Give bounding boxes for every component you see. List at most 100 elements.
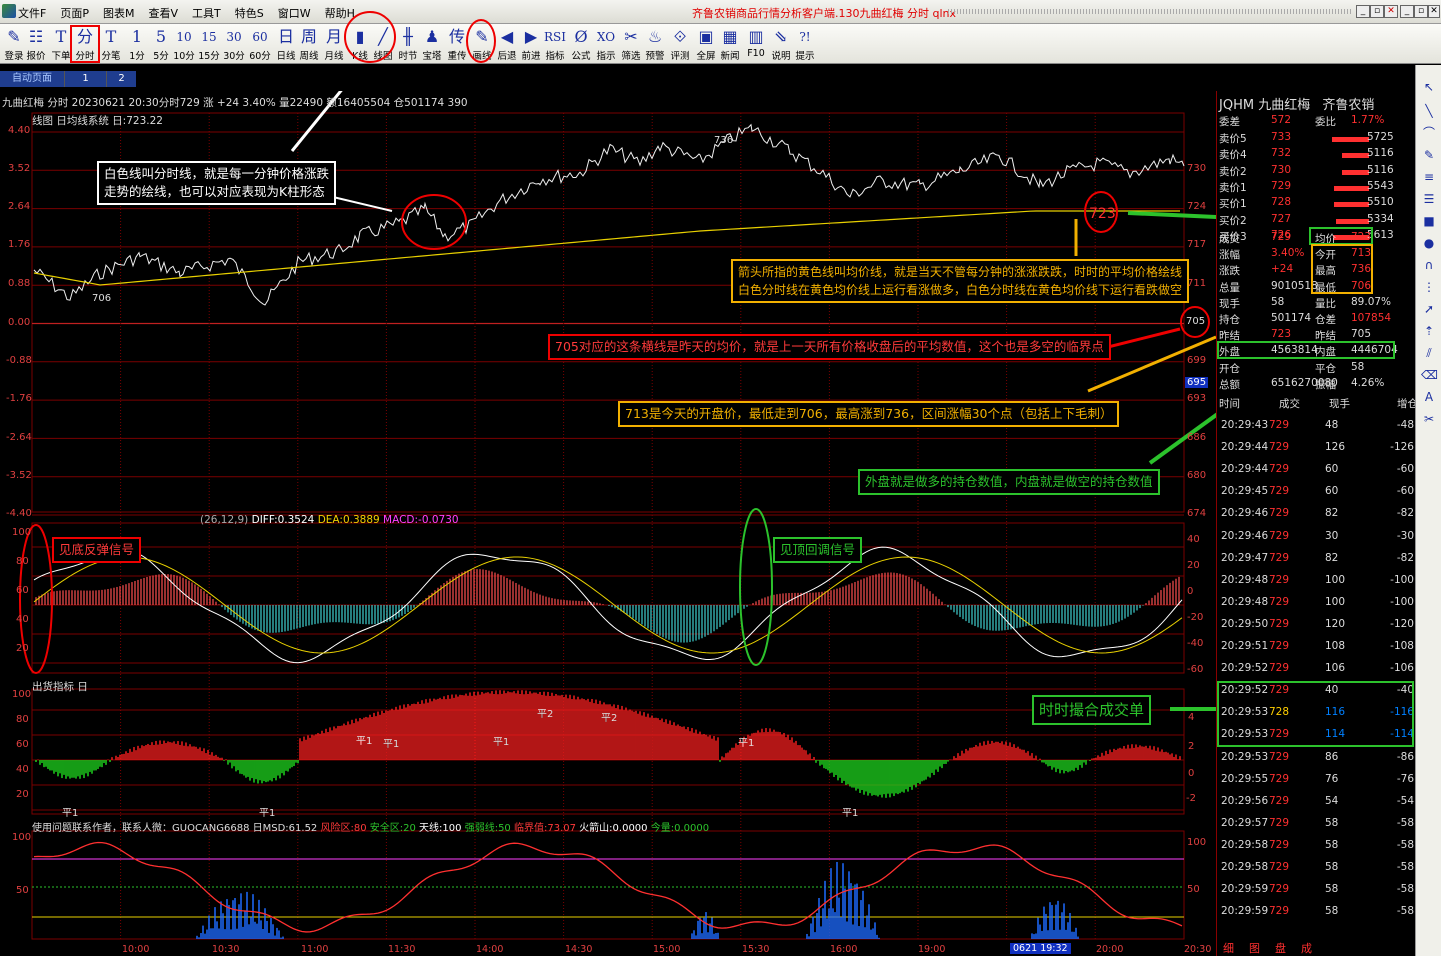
menu-chart[interactable]: 图表M	[102, 7, 135, 20]
toolbar-button-help[interactable]: ?! 提示	[793, 26, 817, 62]
arrow-tool-icon[interactable]: ➚	[1423, 302, 1435, 316]
menu-view[interactable]: 查看V	[148, 7, 178, 20]
menu-special[interactable]: 特色S	[234, 7, 264, 20]
quote-bottom-tab[interactable]: 盘	[1275, 942, 1286, 955]
tick-row[interactable]: 20:29:56 729 54 -54	[1219, 792, 1414, 814]
tick-row[interactable]: 20:29:46 729 82 -82	[1219, 504, 1414, 526]
toolbar-button-filter[interactable]: ✂ 筛选	[619, 26, 643, 62]
close-button[interactable]: ✕	[1428, 5, 1440, 18]
toolbar-button-k10[interactable]: 10 10分	[172, 26, 196, 62]
tick-row[interactable]: 20:29:53 729 114 -114	[1219, 725, 1414, 747]
tick-row[interactable]: 20:29:59 729 58 -58	[1219, 902, 1414, 924]
channel-tool-icon[interactable]: ⫽	[1426, 346, 1432, 360]
toolbar-button-formula[interactable]: Ø 公式	[569, 26, 593, 62]
tick-row[interactable]: 20:29:46 729 30 -30	[1219, 527, 1414, 549]
inner-close-button[interactable]: ✕	[1384, 5, 1398, 18]
up-arrow-tool-icon[interactable]: ⇡	[1423, 324, 1435, 338]
toolbar-button-k15[interactable]: 15 15分	[197, 26, 221, 62]
bid-row[interactable]: 买价3 726 5613	[1219, 229, 1414, 245]
toolbar-button-tick[interactable]: T 分笔	[99, 26, 123, 62]
toolbar-button-k60[interactable]: 60 60分	[248, 26, 272, 62]
tick-row[interactable]: 20:29:52 729 40 -40	[1219, 681, 1414, 703]
tick-row[interactable]: 20:29:44 729 126 -126	[1219, 438, 1414, 460]
toolbar-button-k1[interactable]: 1 1分	[125, 26, 149, 62]
bid-row[interactable]: 买价2 727 5334	[1219, 213, 1414, 229]
tick-row[interactable]: 20:29:51 729 108 -108	[1219, 637, 1414, 659]
tick-row[interactable]: 20:29:52 729 106 -106	[1219, 659, 1414, 681]
toolbar-button-k5[interactable]: 5 5分	[149, 26, 173, 62]
pen-tool-icon[interactable]: ✎	[1423, 148, 1435, 162]
circle-tool-icon[interactable]: ●	[1423, 236, 1435, 250]
inner-minimize-button[interactable]: _	[1356, 5, 1370, 18]
tab-1[interactable]: 1	[64, 71, 106, 87]
toolbar-button-tower[interactable]: ♟ 宝塔	[420, 26, 444, 62]
rect-tool-icon[interactable]: ■	[1423, 214, 1435, 228]
tick-row[interactable]: 20:29:59 729 58 -58	[1219, 880, 1414, 902]
menu-file[interactable]: 文件F	[18, 7, 47, 20]
tick-row[interactable]: 20:29:48 729 100 -100	[1219, 593, 1414, 615]
chart-area[interactable]: 九曲红梅 分时 20230621 20:30分时729 涨 +24 3.40% …	[0, 91, 1216, 956]
tick-row[interactable]: 20:29:58 729 58 -58	[1219, 858, 1414, 880]
inner-restore-button[interactable]: ▫	[1370, 5, 1384, 18]
ask-row[interactable]: 卖价2 730 5116	[1219, 164, 1414, 180]
toolbar-button-hint[interactable]: XO 指示	[594, 26, 618, 62]
toolbar-button-fullscreen[interactable]: ▣ 全屏	[694, 26, 718, 62]
toolbar-button-alert[interactable]: ♨ 预警	[643, 26, 667, 62]
cursor-tool-icon[interactable]: ↖	[1423, 80, 1435, 94]
delete-tool-icon[interactable]: ✂	[1423, 412, 1435, 426]
tab-2[interactable]: 2	[106, 71, 136, 87]
tick-row[interactable]: 20:29:55 729 76 -76	[1219, 770, 1414, 792]
toolbar-button-f10[interactable]: ▥ F10	[744, 26, 768, 62]
tick-row[interactable]: 20:29:43 729 48 -48	[1219, 416, 1414, 438]
toolbar-button-transmit[interactable]: 传重传	[445, 26, 469, 62]
tick-row[interactable]: 20:29:44 729 60 -60	[1219, 460, 1414, 482]
toolbar-button-k30[interactable]: 30 30分	[222, 26, 246, 62]
bid-row[interactable]: 买价1 728 5510	[1219, 196, 1414, 212]
toolbar-button-month[interactable]: 月月线	[322, 26, 346, 62]
toolbar-button-week[interactable]: 周周线	[297, 26, 321, 62]
toolbar-button-intraday[interactable]: 分分时	[73, 26, 97, 62]
quote-bottom-tab[interactable]: 图	[1249, 942, 1260, 955]
toolbar-button-forward[interactable]: ▶ 前进	[519, 26, 543, 62]
quote-bottom-tab[interactable]: 细	[1223, 942, 1234, 955]
tick-row[interactable]: 20:29:58 729 58 -58	[1219, 836, 1414, 858]
tick-row[interactable]: 20:29:45 729 60 -60	[1219, 482, 1414, 504]
toolbar-button-back[interactable]: ◀ 后退	[495, 26, 519, 62]
toolbar-button-login[interactable]: ✎ 登录	[2, 26, 26, 62]
tick-row[interactable]: 20:29:48 729 100 -100	[1219, 571, 1414, 593]
ask-row[interactable]: 卖价1 729 5543	[1219, 180, 1414, 196]
tick-row[interactable]: 20:29:53 729 86 -86	[1219, 748, 1414, 770]
tick-row[interactable]: 20:29:50 729 120 -120	[1219, 615, 1414, 637]
toolbar-button-explain[interactable]: ⇘ 说明	[769, 26, 793, 62]
chart-canvas[interactable]	[0, 91, 1216, 956]
tab-auto-page[interactable]: 自动页面	[0, 71, 64, 87]
cycle-tool-icon[interactable]: ∩	[1424, 258, 1434, 272]
fib-tool-icon[interactable]: ☰	[1423, 192, 1435, 206]
minimize-button[interactable]: _	[1400, 5, 1414, 18]
parallel-tool-icon[interactable]: ≡	[1423, 170, 1435, 184]
toolbar-button-indicator[interactable]: RSI 指标	[543, 26, 567, 62]
text-tool-icon[interactable]: A	[1424, 390, 1434, 404]
quote-bottom-tab[interactable]: 成	[1301, 942, 1312, 955]
menu-help[interactable]: 帮助H	[324, 7, 355, 20]
menu-tools[interactable]: 工具T	[192, 7, 221, 20]
toolbar-button-review[interactable]: ⟐ 评测	[668, 26, 692, 62]
toolbar-label: 提示	[795, 51, 815, 62]
restore-button[interactable]: ▫	[1414, 5, 1428, 18]
menu-window[interactable]: 窗口W	[277, 7, 311, 20]
tick-row[interactable]: 20:29:57 729 58 -58	[1219, 814, 1414, 836]
line-tool-icon[interactable]: ╲	[1425, 104, 1433, 118]
arc-tool-icon[interactable]: ⌒	[1422, 126, 1435, 140]
eraser-tool-icon[interactable]: ⌫	[1421, 368, 1438, 382]
tick-row[interactable]: 20:29:53 728 116 -116	[1219, 703, 1414, 725]
toolbar-button-order[interactable]: T 下单	[49, 26, 73, 62]
toolbar-button-quote[interactable]: ☷ 报价	[24, 26, 48, 62]
ask-row[interactable]: 卖价5 733 5725	[1219, 131, 1414, 147]
toolbar-button-day[interactable]: 日日线	[274, 26, 298, 62]
toolbar-button-news[interactable]: ▦ 新闻	[718, 26, 742, 62]
ask-row[interactable]: 卖价4 732 5116	[1219, 147, 1414, 163]
gann-tool-icon[interactable]: ⋮	[1423, 280, 1435, 294]
menu-page[interactable]: 页面P	[60, 7, 89, 20]
tick-row[interactable]: 20:29:47 729 82 -82	[1219, 549, 1414, 571]
toolbar-button-period[interactable]: ╫ 时节	[396, 26, 420, 62]
